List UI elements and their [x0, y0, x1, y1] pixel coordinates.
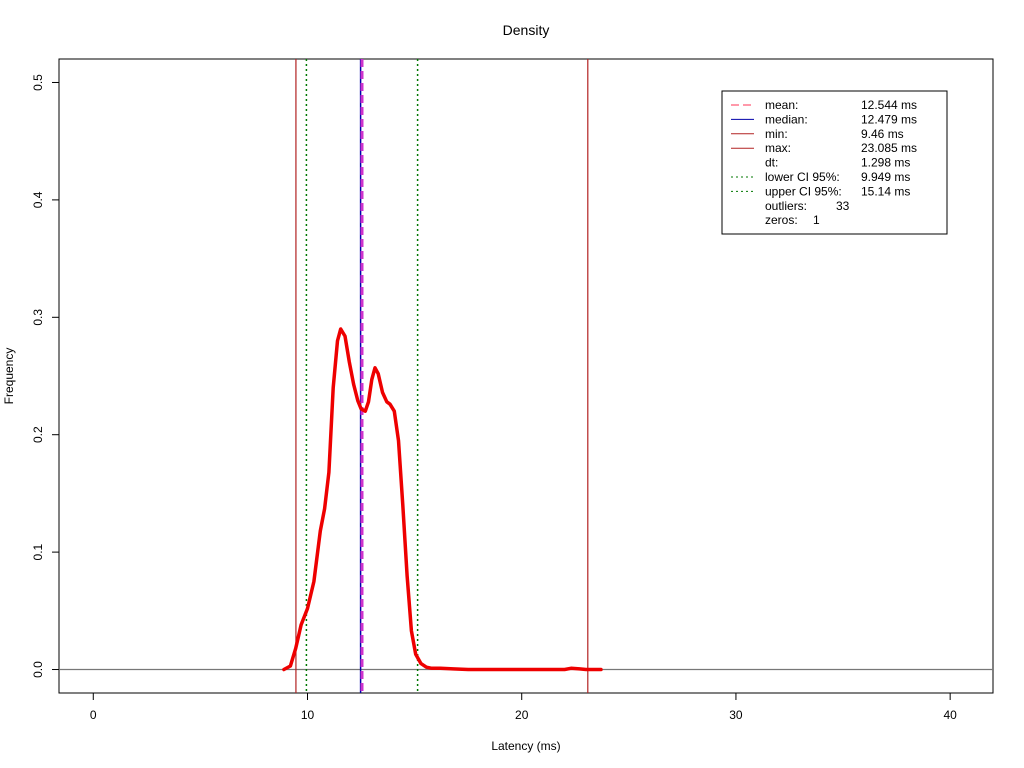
legend-label: upper CI 95%:	[765, 184, 842, 198]
legend-value: 23.085 ms	[861, 141, 917, 155]
y-tick-label: 0.3	[31, 309, 45, 326]
y-tick-label: 0.4	[31, 191, 45, 208]
y-axis-label: Frequency	[2, 348, 16, 405]
y-tick-label: 0.5	[31, 74, 45, 91]
legend-label: zeros:	[765, 213, 798, 227]
legend-value: 12.479 ms	[861, 112, 917, 126]
legend: mean: 12.544 ms median: 12.479 ms min: 9.46 m…	[721, 90, 948, 235]
legend-value: 15.14 ms	[861, 184, 910, 198]
density-series	[282, 327, 603, 672]
legend-value: 12.544 ms	[861, 98, 917, 112]
legend-label: median:	[765, 112, 808, 126]
legend-value: 33	[836, 199, 850, 213]
x-axis-label: Latency (ms)	[491, 739, 560, 753]
legend-value: 9.949 ms	[861, 170, 910, 184]
reference-lines	[59, 59, 993, 693]
y-tick-label: 0.0	[31, 661, 45, 678]
x-tick-label: 10	[301, 708, 315, 722]
density-curve	[282, 327, 603, 672]
legend-value: 1	[813, 213, 820, 227]
legend-label: min:	[765, 127, 788, 141]
y-tick-label: 0.1	[31, 543, 45, 560]
axis-ticks: 0 10 20 30 40 0.0 0.1 0.2 0.3 0.4 0.5	[31, 74, 957, 722]
y-tick-label: 0.2	[31, 426, 45, 443]
x-tick-label: 40	[943, 708, 957, 722]
legend-label: lower CI 95%:	[765, 170, 840, 184]
legend-value: 9.46 ms	[861, 127, 904, 141]
legend-label: mean:	[765, 98, 798, 112]
legend-box	[721, 90, 948, 235]
legend-label: max:	[765, 141, 791, 155]
x-tick-label: 30	[729, 708, 743, 722]
legend-label: outliers:	[765, 199, 807, 213]
plot-frame	[58, 58, 994, 694]
legend-label: dt:	[765, 156, 778, 170]
chart-title: Density	[503, 22, 550, 38]
x-tick-label: 20	[515, 708, 529, 722]
x-tick-label: 0	[90, 708, 97, 722]
legend-value: 1.298 ms	[861, 156, 910, 170]
